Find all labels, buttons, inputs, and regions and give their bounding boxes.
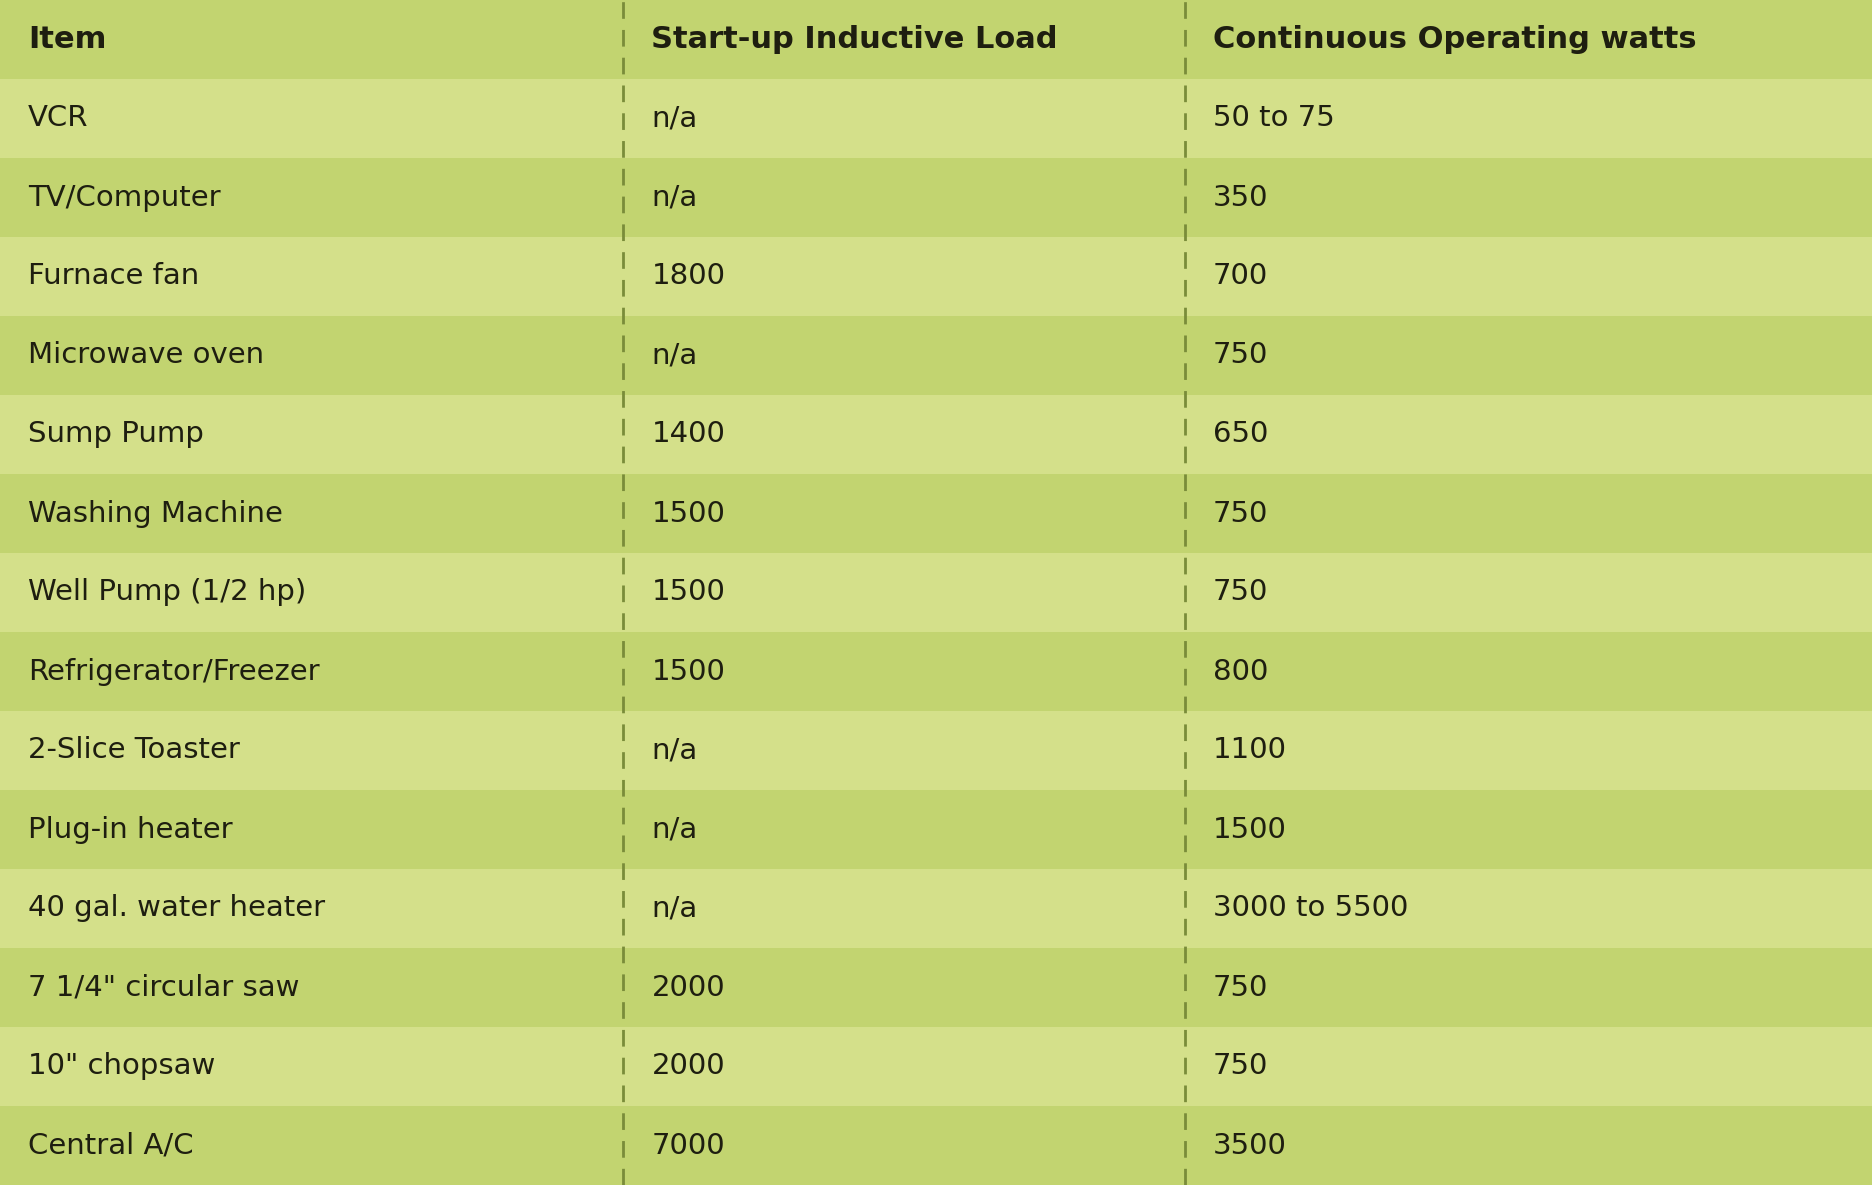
Text: 2-Slice Toaster: 2-Slice Toaster	[28, 737, 240, 764]
Text: Plug-in heater: Plug-in heater	[28, 815, 232, 844]
Bar	[0, 711, 1872, 790]
Text: 40 gal. water heater: 40 gal. water heater	[28, 895, 326, 922]
Bar	[0, 0, 1872, 79]
Text: n/a: n/a	[651, 895, 698, 922]
Text: 1500: 1500	[1213, 815, 1286, 844]
Text: 7000: 7000	[651, 1132, 724, 1159]
Text: 50 to 75: 50 to 75	[1213, 104, 1335, 133]
Bar	[0, 869, 1872, 948]
Text: 750: 750	[1213, 500, 1269, 527]
Bar	[0, 395, 1872, 474]
Text: n/a: n/a	[651, 104, 698, 133]
Text: Central A/C: Central A/C	[28, 1132, 193, 1159]
Bar	[0, 553, 1872, 632]
Text: n/a: n/a	[651, 341, 698, 370]
Text: Item: Item	[28, 25, 107, 55]
Text: Washing Machine: Washing Machine	[28, 500, 283, 527]
Text: 750: 750	[1213, 1052, 1269, 1081]
Text: n/a: n/a	[651, 737, 698, 764]
Bar	[0, 948, 1872, 1027]
Text: Continuous Operating watts: Continuous Operating watts	[1213, 25, 1696, 55]
Text: 750: 750	[1213, 974, 1269, 1001]
Bar	[0, 1027, 1872, 1106]
Text: 750: 750	[1213, 578, 1269, 607]
Text: Refrigerator/Freezer: Refrigerator/Freezer	[28, 658, 320, 685]
Text: 1500: 1500	[651, 500, 724, 527]
Text: Start-up Inductive Load: Start-up Inductive Load	[651, 25, 1058, 55]
Text: 800: 800	[1213, 658, 1269, 685]
Text: VCR: VCR	[28, 104, 88, 133]
Bar	[0, 1106, 1872, 1185]
Bar	[0, 158, 1872, 237]
Bar	[0, 237, 1872, 316]
Text: 1500: 1500	[651, 578, 724, 607]
Text: 3000 to 5500: 3000 to 5500	[1213, 895, 1408, 922]
Bar	[0, 790, 1872, 869]
Text: Furnace fan: Furnace fan	[28, 263, 198, 290]
Text: 650: 650	[1213, 421, 1269, 448]
Text: 1500: 1500	[651, 658, 724, 685]
Text: 1400: 1400	[651, 421, 724, 448]
Text: n/a: n/a	[651, 184, 698, 211]
Text: 1800: 1800	[651, 263, 726, 290]
Text: 750: 750	[1213, 341, 1269, 370]
Text: Microwave oven: Microwave oven	[28, 341, 264, 370]
Text: 350: 350	[1213, 184, 1269, 211]
Text: 700: 700	[1213, 263, 1269, 290]
Text: 3500: 3500	[1213, 1132, 1286, 1159]
Text: 2000: 2000	[651, 1052, 724, 1081]
Text: Sump Pump: Sump Pump	[28, 421, 204, 448]
Bar	[0, 474, 1872, 553]
Text: TV/Computer: TV/Computer	[28, 184, 221, 211]
Text: Well Pump (1/2 hp): Well Pump (1/2 hp)	[28, 578, 307, 607]
Text: n/a: n/a	[651, 815, 698, 844]
Text: 7 1/4" circular saw: 7 1/4" circular saw	[28, 974, 300, 1001]
Bar	[0, 316, 1872, 395]
Bar	[0, 79, 1872, 158]
Text: 2000: 2000	[651, 974, 724, 1001]
Text: 1100: 1100	[1213, 737, 1288, 764]
Bar	[0, 632, 1872, 711]
Text: 10" chopsaw: 10" chopsaw	[28, 1052, 215, 1081]
